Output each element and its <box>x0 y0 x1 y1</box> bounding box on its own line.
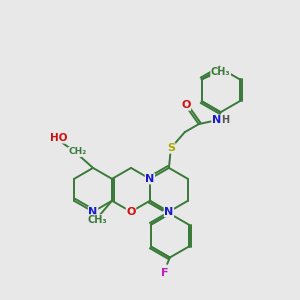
Text: H: H <box>222 115 230 125</box>
Text: N: N <box>145 174 154 184</box>
Text: N: N <box>88 207 98 217</box>
Text: CH₃: CH₃ <box>211 68 230 77</box>
Text: O: O <box>126 207 136 217</box>
Text: O: O <box>181 100 190 110</box>
Text: S: S <box>167 143 175 153</box>
Text: N: N <box>164 207 173 217</box>
Text: CH₃: CH₃ <box>87 215 107 225</box>
Text: HO: HO <box>50 133 68 143</box>
Text: CH₂: CH₂ <box>68 148 86 157</box>
Text: N: N <box>212 115 221 125</box>
Text: F: F <box>161 268 169 278</box>
